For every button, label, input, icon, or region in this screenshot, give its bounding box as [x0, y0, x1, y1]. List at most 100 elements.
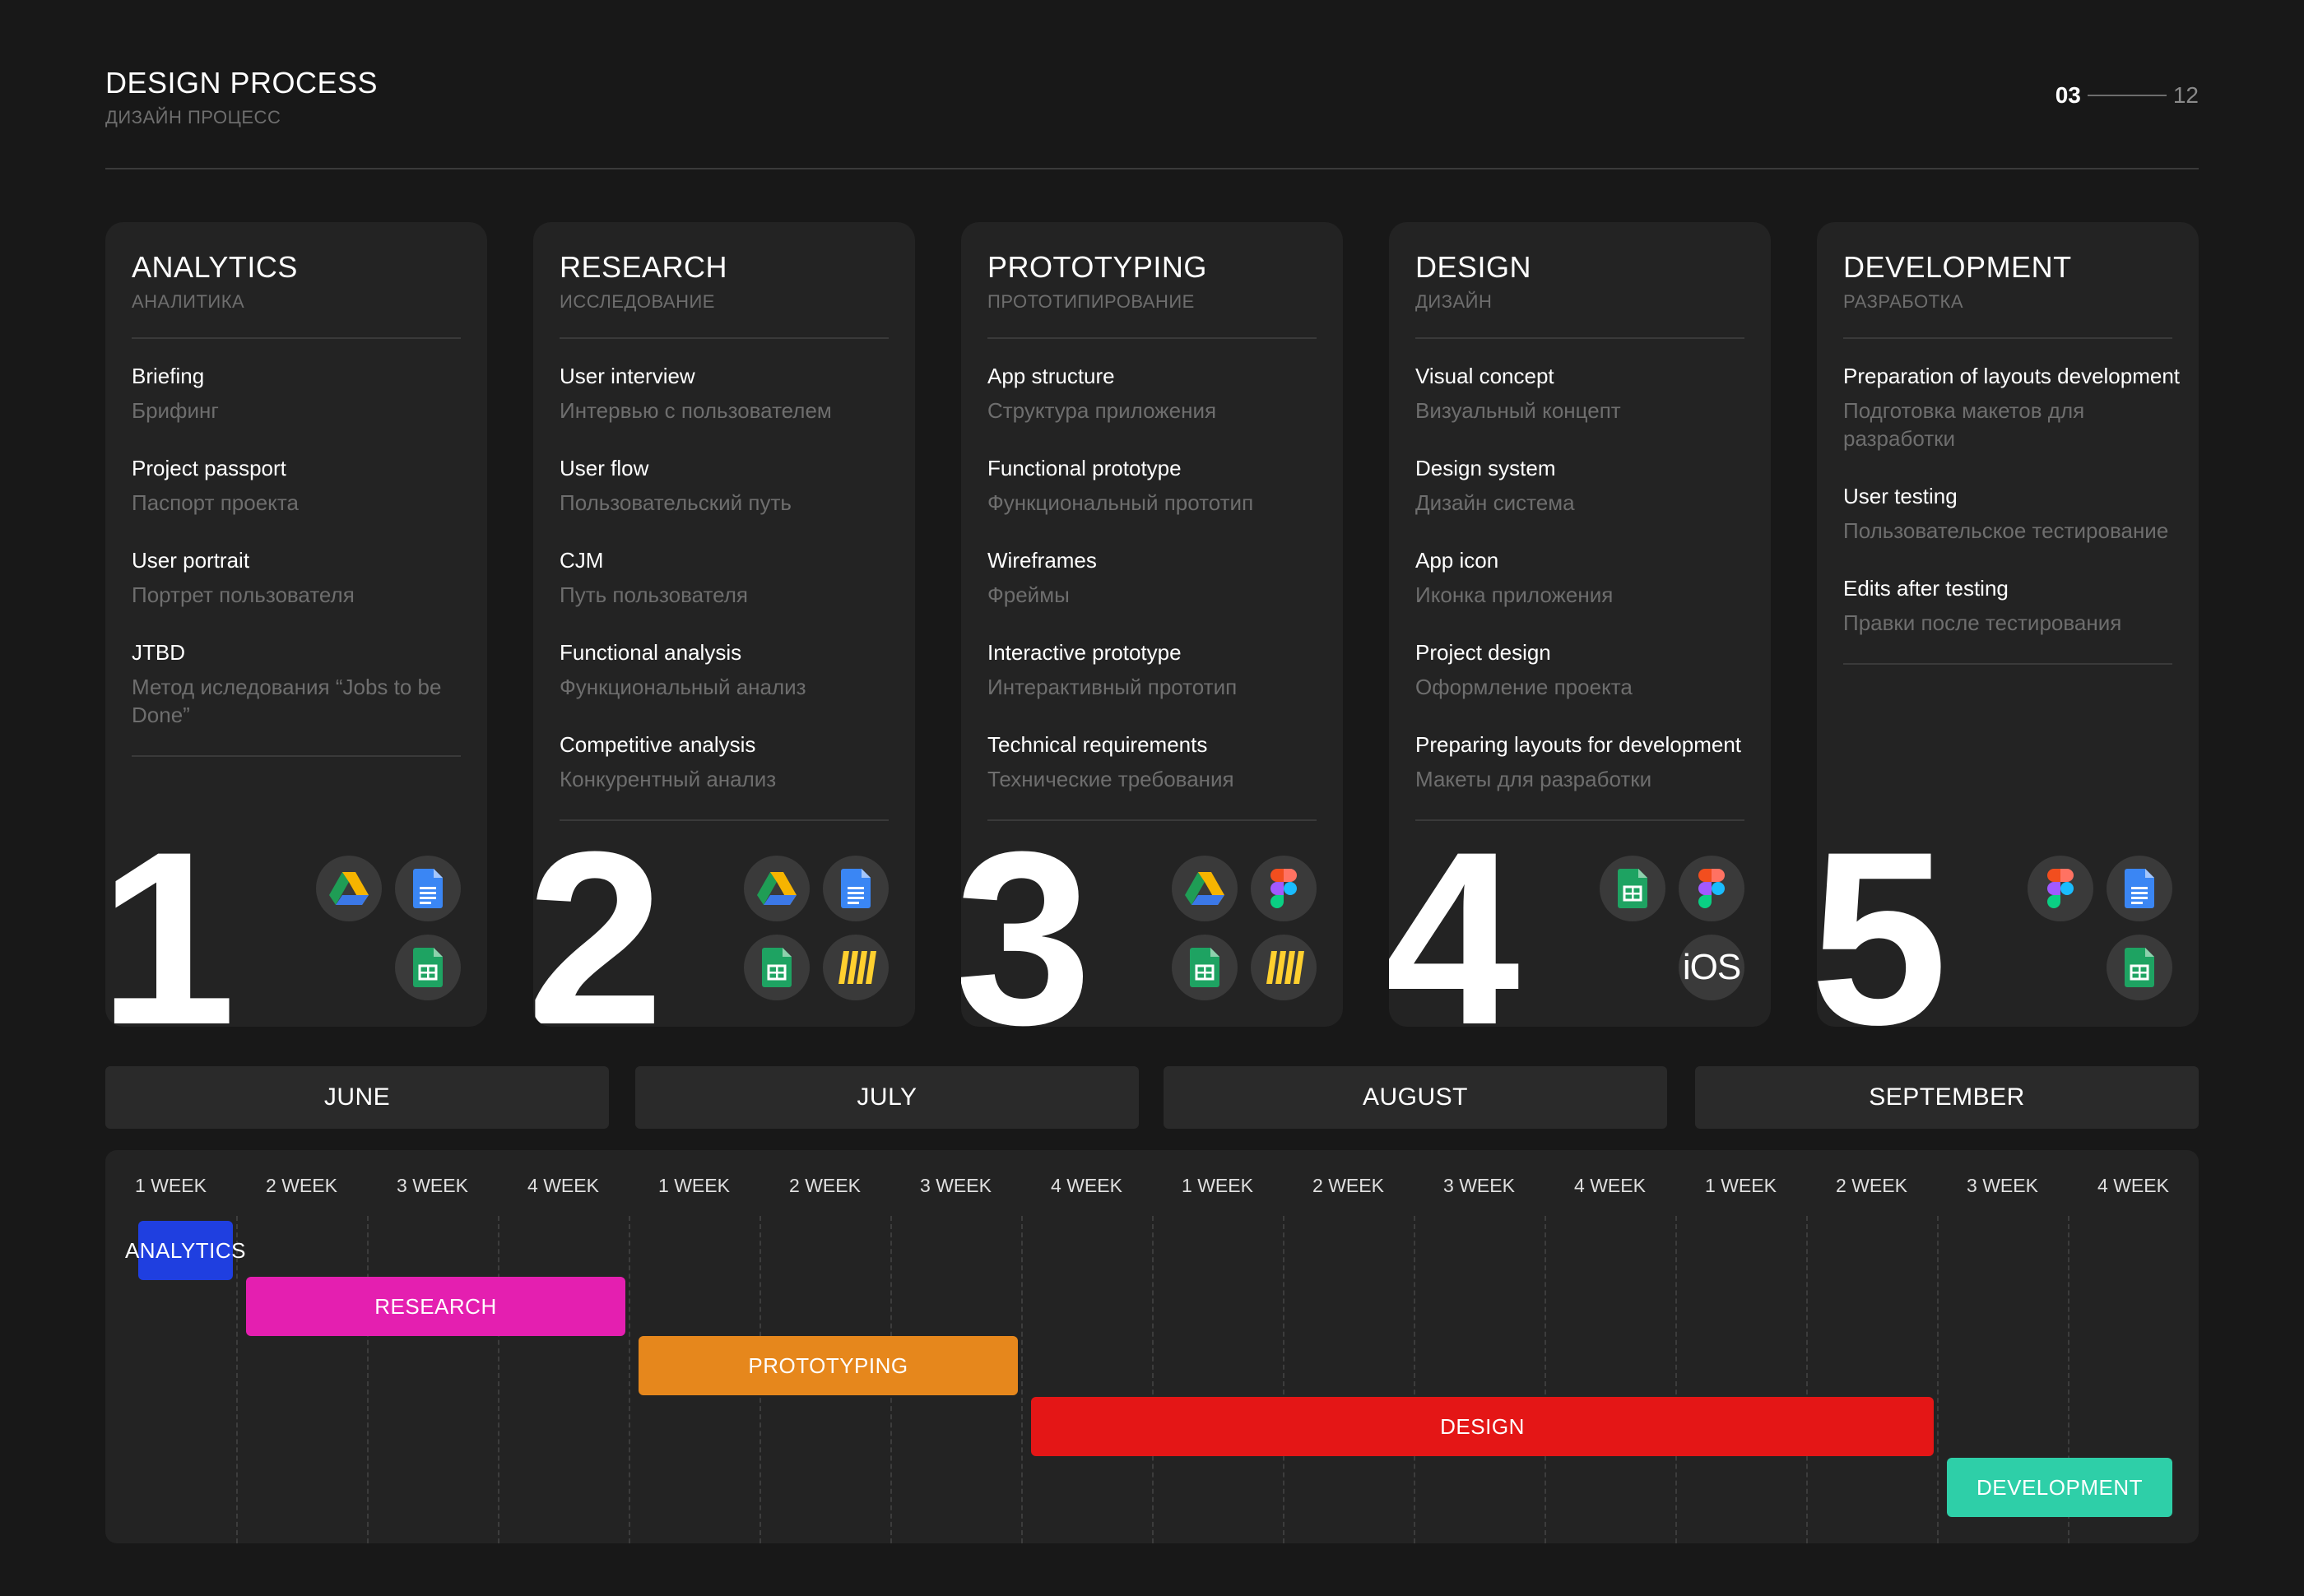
stage-item-title: Technical requirements	[987, 732, 1208, 757]
stage-subtitle: ПРОТОТИПИРОВАНИЕ	[987, 291, 1195, 312]
stage-item: Technical requirements Технические требов…	[987, 731, 1325, 793]
week-gridline	[1937, 1216, 1939, 1543]
figma-icon	[1251, 856, 1317, 921]
google-docs-icon	[395, 856, 461, 921]
week-label: 3 WEEK	[1967, 1175, 2038, 1196]
google-sheets-icon	[395, 935, 461, 1000]
week-label: 4 WEEK	[527, 1175, 599, 1196]
stage-item-subtitle: Визуальный концепт	[1415, 398, 1621, 423]
stage-card-research: RESEARCH ИССЛЕДОВАНИЕ User interview Интерв…	[533, 222, 915, 1027]
stage-divider	[132, 755, 461, 757]
stage-item-title: User testing	[1843, 484, 1958, 508]
stage-item: User interview Интервью с пользователем	[560, 362, 897, 425]
gantt-bar-development: DEVELOPMENT	[1947, 1458, 2172, 1517]
stage-item-title: Visual concept	[1415, 364, 1554, 388]
week-label: 1 WEEK	[1705, 1175, 1777, 1196]
week-label: 3 WEEK	[397, 1175, 468, 1196]
stage-item: App icon Иконка приложения	[1415, 546, 1753, 609]
stage-item-title: Design system	[1415, 456, 1556, 480]
stage-item: Visual concept Визуальный концепт	[1415, 362, 1753, 425]
stage-item: Wireframes Фреймы	[987, 546, 1325, 609]
stage-divider	[560, 337, 889, 339]
stage-divider	[987, 337, 1317, 339]
stage-item-title: Preparation of layouts development	[1843, 364, 2181, 388]
stage-number: 4	[1389, 800, 1520, 1027]
stage-item: Functional analysis Функциональный анализ	[560, 638, 897, 701]
stage-divider	[560, 819, 889, 821]
stage-item-subtitle: Интервью с пользователем	[560, 398, 832, 423]
week-gridline	[236, 1216, 238, 1543]
stage-item-title: Briefing	[132, 364, 205, 388]
stage-subtitle: ДИЗАЙН	[1415, 291, 1493, 312]
stage-item-title: Functional analysis	[560, 640, 742, 665]
week-label: 1 WEEK	[135, 1175, 207, 1196]
stage-title: PROTOTYPING	[987, 250, 1207, 284]
stage-card-analytics: ANALYTICS АНАЛИТИКА Briefing Брифинг Project…	[105, 222, 487, 1027]
stage-number: 2	[533, 800, 664, 1027]
stage-divider	[1415, 337, 1744, 339]
stage-item-list: User interview Интервью с пользователем Us…	[560, 362, 897, 823]
google-drive-icon	[316, 856, 382, 921]
stage-item-subtitle: Правки после тестирования	[1843, 610, 2122, 635]
stage-title: RESEARCH	[560, 250, 728, 284]
stage-title: DEVELOPMENT	[1843, 250, 2072, 284]
stage-divider	[987, 819, 1317, 821]
stage-item-subtitle: Путь пользователя	[560, 582, 749, 607]
stage-item: Preparation of layouts development Подгот…	[1843, 362, 2181, 452]
stage-title: ANALYTICS	[132, 250, 298, 284]
stage-item-title: Edits after testing	[1843, 576, 2009, 601]
stage-item-subtitle: Портрет пользователя	[132, 582, 355, 607]
month-september: SEPTEMBER	[1695, 1066, 2199, 1129]
stage-item-title: Competitive analysis	[560, 732, 756, 757]
week-gridline	[2068, 1216, 2069, 1543]
stage-card-design: DESIGN ДИЗАЙН Visual concept Визуальный кон…	[1389, 222, 1771, 1027]
stage-item-subtitle: Паспорт проекта	[132, 490, 299, 515]
stage-item-title: User portrait	[132, 548, 250, 573]
stage-subtitle: РАЗРАБОТКА	[1843, 291, 1964, 312]
stage-subtitle: ИССЛЕДОВАНИЕ	[560, 291, 715, 312]
stage-item: Edits after testing Правки после тестиров…	[1843, 574, 2181, 637]
miro-icon	[1251, 935, 1317, 1000]
week-label: 2 WEEK	[1312, 1175, 1384, 1196]
gantt-bar-research: RESEARCH	[246, 1277, 625, 1336]
stage-number: 5	[1817, 800, 1948, 1027]
google-sheets-icon	[1600, 856, 1665, 921]
week-label: 2 WEEK	[266, 1175, 337, 1196]
google-drive-icon	[744, 856, 810, 921]
ios-icon: iOS	[1679, 935, 1744, 1000]
week-label: 1 WEEK	[1182, 1175, 1253, 1196]
google-drive-icon	[1172, 856, 1238, 921]
stage-item: User portrait Портрет пользователя	[132, 546, 469, 609]
stage-item-list: Visual concept Визуальный концепт Design s…	[1415, 362, 1753, 823]
stage-title: DESIGN	[1415, 250, 1532, 284]
figma-icon	[2028, 856, 2093, 921]
stage-card-development: DEVELOPMENT РАЗРАБОТКА Preparation of layo…	[1817, 222, 2199, 1027]
stage-divider	[1415, 819, 1744, 821]
miro-icon	[823, 935, 889, 1000]
stage-item: Competitive analysis Конкурентный анализ	[560, 731, 897, 793]
stage-item: Preparing layouts for development Макеты …	[1415, 731, 1753, 793]
month-june: JUNE	[105, 1066, 609, 1129]
google-docs-icon	[823, 856, 889, 921]
stage-item-subtitle: Технические требования	[987, 767, 1234, 791]
week-gridline	[1021, 1216, 1023, 1543]
stage-item-title: Wireframes	[987, 548, 1097, 573]
stage-item-title: Interactive prototype	[987, 640, 1182, 665]
week-label: 1 WEEK	[658, 1175, 730, 1196]
stage-item-subtitle: Дизайн система	[1415, 490, 1575, 515]
week-gridline	[1152, 1216, 1154, 1543]
week-label: 2 WEEK	[1836, 1175, 1907, 1196]
stage-item: CJM Путь пользователя	[560, 546, 897, 609]
timeline-grid: 1 WEEK 2 WEEK 3 WEEK 4 WEEK 1 WEEK 2 WEEK 3 WE…	[105, 1150, 2199, 1543]
stage-item-subtitle: Метод иследования “Jobs to be Done”	[132, 675, 442, 727]
stage-item-subtitle: Подготовка макетов для разработки	[1843, 398, 2085, 451]
week-gridline	[1283, 1216, 1284, 1543]
week-gridline	[498, 1216, 499, 1543]
stage-item-list: Preparation of layouts development Подгот…	[1843, 362, 2181, 666]
stage-item-title: JTBD	[132, 640, 185, 665]
google-sheets-icon	[1172, 935, 1238, 1000]
stage-item-title: Project design	[1415, 640, 1551, 665]
stage-item: Functional prototype Функциональный прото…	[987, 454, 1325, 517]
page-subtitle: ДИЗАЙН ПРОЦЕСС	[105, 107, 281, 128]
stage-item-subtitle: Функциональный анализ	[560, 675, 806, 699]
